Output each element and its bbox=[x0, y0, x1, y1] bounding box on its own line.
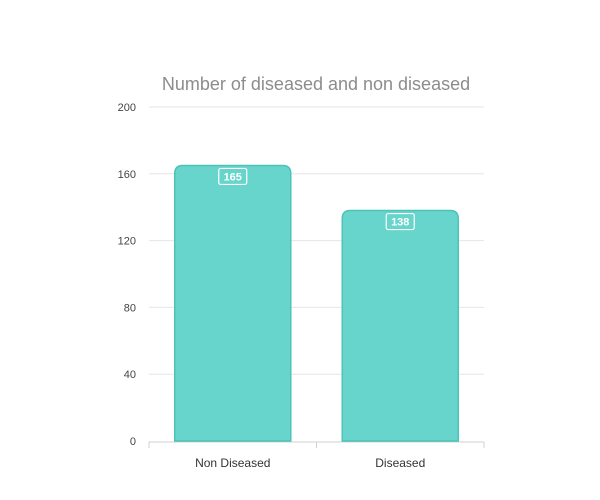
y-tick-label: 160 bbox=[118, 169, 136, 181]
bar-diseased bbox=[341, 209, 459, 442]
y-tick-label: 80 bbox=[124, 302, 136, 314]
bar-non-diseased bbox=[174, 164, 292, 442]
data-label: 138 bbox=[391, 217, 409, 229]
data-label-box bbox=[218, 167, 248, 186]
x-category-label: Non Diseased bbox=[195, 456, 270, 470]
y-tick-label: 200 bbox=[118, 102, 136, 114]
data-label: 165 bbox=[224, 171, 242, 183]
y-tick-label: 120 bbox=[118, 236, 136, 248]
y-tick-label: 40 bbox=[124, 369, 136, 381]
data-label-box bbox=[385, 212, 415, 231]
x-category-label: Diseased bbox=[375, 456, 425, 470]
chart-title: Number of diseased and non diseased bbox=[161, 74, 471, 94]
y-tick-label: 0 bbox=[130, 436, 136, 448]
